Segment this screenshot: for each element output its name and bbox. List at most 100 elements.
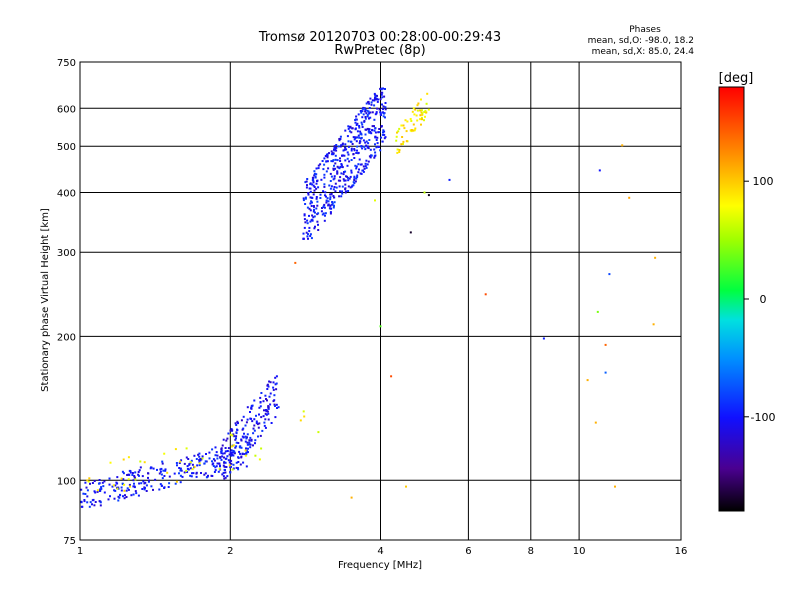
data-point xyxy=(257,435,259,438)
data-point xyxy=(409,118,412,120)
data-point xyxy=(185,469,188,472)
data-point xyxy=(246,433,249,436)
data-point xyxy=(178,472,180,475)
data-point xyxy=(198,452,201,455)
data-point xyxy=(338,138,341,140)
data-point xyxy=(179,469,182,472)
data-point xyxy=(166,471,169,474)
data-point xyxy=(421,112,424,115)
data-point xyxy=(273,394,276,397)
data-point xyxy=(319,197,322,199)
data-point xyxy=(326,160,329,163)
data-point xyxy=(364,133,367,136)
data-point xyxy=(266,383,269,386)
data-point xyxy=(160,484,163,487)
data-point xyxy=(255,420,258,423)
data-point xyxy=(223,461,226,464)
data-point xyxy=(226,450,229,453)
data-point xyxy=(237,456,240,459)
data-point xyxy=(362,139,365,142)
data-point xyxy=(275,403,278,406)
data-point xyxy=(373,92,376,95)
data-point xyxy=(212,462,215,465)
data-point xyxy=(383,95,386,98)
data-point xyxy=(226,437,229,440)
data-point xyxy=(355,124,358,126)
data-point xyxy=(339,179,342,182)
data-point xyxy=(352,136,355,139)
data-point xyxy=(420,116,423,119)
data-point xyxy=(329,204,332,207)
data-point xyxy=(222,464,225,467)
data-point xyxy=(309,220,312,223)
data-point xyxy=(312,210,315,213)
data-point xyxy=(191,468,194,471)
data-point xyxy=(253,424,256,427)
data-point xyxy=(315,197,318,200)
data-point xyxy=(312,193,315,196)
scatter-points xyxy=(80,87,657,508)
data-point xyxy=(324,155,327,157)
data-point xyxy=(333,148,335,151)
data-point xyxy=(203,473,206,476)
data-point xyxy=(315,187,318,190)
data-point xyxy=(99,504,102,507)
data-point xyxy=(257,426,260,429)
data-point xyxy=(364,110,367,113)
colorbar xyxy=(718,86,745,512)
data-point xyxy=(225,457,228,460)
data-point xyxy=(216,462,219,465)
data-point xyxy=(98,490,101,492)
data-point xyxy=(342,173,345,176)
data-point xyxy=(302,199,305,202)
data-point xyxy=(425,102,428,105)
data-point xyxy=(311,214,314,217)
data-point xyxy=(173,472,176,475)
data-point xyxy=(420,109,423,112)
data-point xyxy=(380,136,383,139)
data-point xyxy=(122,472,125,475)
data-point xyxy=(235,435,238,438)
data-point xyxy=(352,181,355,184)
data-point xyxy=(334,148,337,150)
data-point xyxy=(368,102,371,105)
data-point xyxy=(223,477,226,480)
data-point xyxy=(237,467,239,470)
data-point xyxy=(89,482,91,485)
data-point xyxy=(127,473,130,476)
x-tick-label: 10 xyxy=(573,546,586,557)
data-point xyxy=(416,109,419,112)
data-point xyxy=(349,175,352,178)
data-point xyxy=(138,482,141,485)
data-point xyxy=(186,465,189,468)
data-point xyxy=(604,371,607,374)
y-tick-labels: 75 100 200 300 400 500 600 750 xyxy=(57,58,76,547)
data-point xyxy=(313,172,316,175)
data-point xyxy=(331,203,334,206)
data-point xyxy=(254,442,256,445)
data-point xyxy=(421,118,423,121)
data-point xyxy=(374,136,377,139)
data-point xyxy=(201,457,204,460)
data-point xyxy=(331,160,334,163)
data-point xyxy=(608,273,611,276)
data-point xyxy=(410,120,413,122)
data-point xyxy=(313,170,316,173)
data-point xyxy=(179,467,182,470)
data-point xyxy=(356,130,359,133)
data-point xyxy=(402,124,405,127)
data-point xyxy=(205,476,208,479)
data-point xyxy=(255,414,257,417)
data-point xyxy=(312,184,315,187)
data-point xyxy=(94,501,97,503)
data-point xyxy=(185,447,188,450)
data-point xyxy=(384,88,386,90)
data-point xyxy=(224,450,227,453)
data-point xyxy=(237,468,240,471)
data-point xyxy=(128,469,131,472)
data-point xyxy=(320,178,323,181)
data-point xyxy=(89,501,92,504)
data-point xyxy=(150,485,153,488)
data-point xyxy=(306,178,309,180)
data-point xyxy=(109,461,112,464)
